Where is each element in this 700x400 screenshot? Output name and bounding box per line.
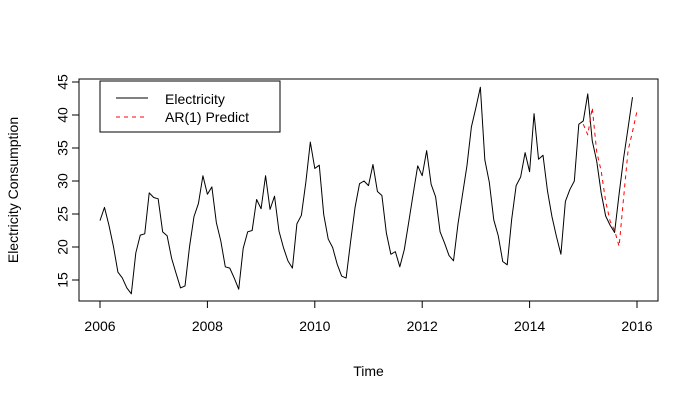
y-tick-label: 40 — [55, 107, 71, 123]
y-tick-label: 25 — [55, 206, 71, 222]
x-tick-label: 2014 — [514, 318, 545, 334]
x-axis-title: Time — [353, 363, 384, 379]
x-tick-label: 2016 — [621, 318, 652, 334]
series-layer — [99, 86, 638, 295]
legend-box — [99, 80, 281, 133]
series-line-ar-1-predict — [582, 107, 638, 247]
x-tick-label: 2008 — [192, 318, 223, 334]
legend-label-ar1-predict: AR(1) Predict — [165, 109, 249, 125]
legend: Electricity AR(1) Predict — [99, 80, 281, 133]
x-tick-label: 2006 — [84, 318, 115, 334]
y-tick-label: 15 — [55, 272, 71, 288]
x-tick-label: 2012 — [407, 318, 438, 334]
y-tick-label: 45 — [55, 74, 71, 90]
y-axis-title: Electricity Consumption — [5, 117, 21, 263]
y-tick-label: 20 — [55, 239, 71, 255]
x-axis: 2006 2008 2010 2012 2014 2016 — [84, 300, 653, 334]
y-axis: 15 20 25 30 35 40 45 — [55, 74, 80, 288]
x-tick-label: 2010 — [299, 318, 330, 334]
series-line-electricity — [99, 86, 633, 295]
y-tick-label: 30 — [55, 173, 71, 189]
y-tick-label: 35 — [55, 140, 71, 156]
legend-label-electricity: Electricity — [165, 91, 225, 107]
